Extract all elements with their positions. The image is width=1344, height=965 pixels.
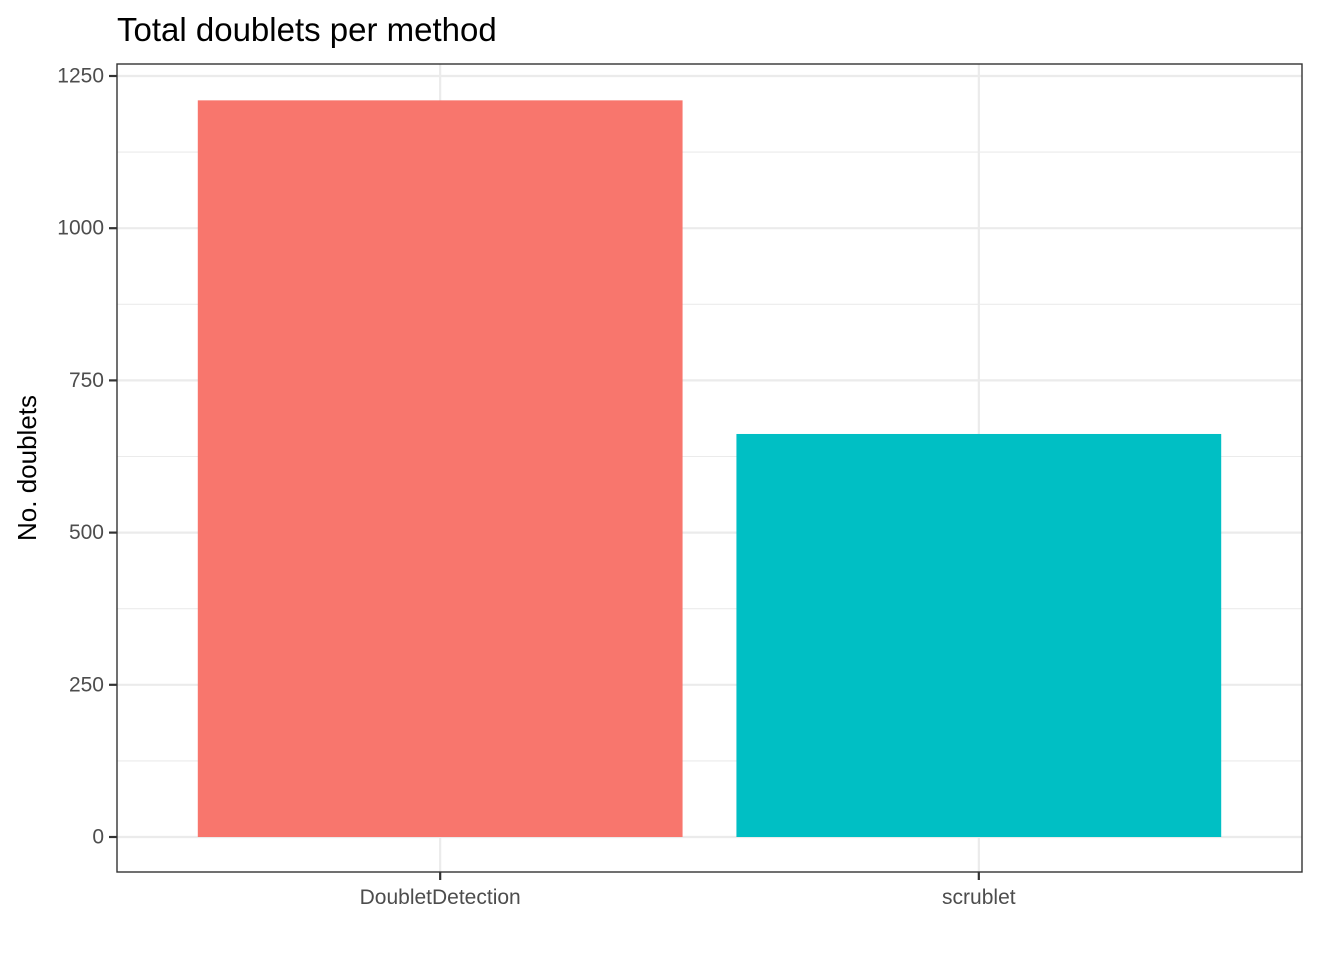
y-tick-label: 1250 xyxy=(57,65,104,88)
bar-doubletdetection xyxy=(197,100,683,838)
y-tick-label: 750 xyxy=(69,369,104,392)
chart-title: Total doublets per method xyxy=(117,11,497,48)
y-axis: 0 250 500 750 1000 1250 xyxy=(57,65,117,849)
x-axis: DoubletDetection scrublet xyxy=(360,872,1016,909)
x-tick-label: scrublet xyxy=(942,886,1016,909)
y-axis-title: No. doublets xyxy=(12,395,42,541)
y-tick-label: 1000 xyxy=(57,217,104,240)
bar-scrublet xyxy=(736,433,1222,837)
y-tick-label: 0 xyxy=(92,826,104,849)
y-tick-label: 500 xyxy=(69,521,104,544)
y-tick-label: 250 xyxy=(69,673,104,696)
panel-border xyxy=(116,63,1303,873)
x-tick-label: DoubletDetection xyxy=(360,886,521,909)
bars xyxy=(197,100,1222,838)
